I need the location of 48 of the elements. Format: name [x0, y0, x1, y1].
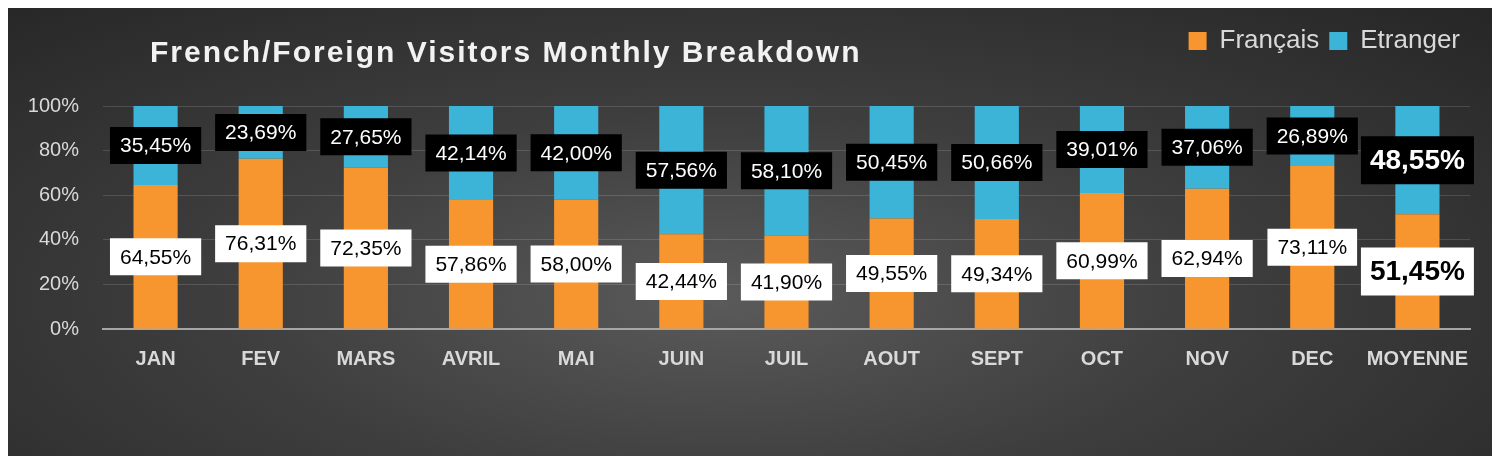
x-tick-label: JUIN [658, 346, 705, 369]
data-label: 58,00% [540, 251, 612, 275]
data-label: 39,01% [1066, 137, 1138, 161]
y-tick-label: 80% [38, 138, 80, 161]
data-label: 23,69% [225, 120, 297, 144]
y-tick-label: 60% [38, 182, 80, 205]
data-label: 49,34% [961, 261, 1033, 285]
data-label: 62,94% [1171, 246, 1243, 270]
x-tick-label: SEPT [970, 346, 1023, 369]
data-label: 49,55% [856, 261, 928, 285]
x-tick-label: MOYENNE [1366, 346, 1468, 369]
data-label: 37,06% [1171, 135, 1243, 159]
data-label: 50,66% [961, 150, 1033, 174]
y-tick-label: 0% [50, 316, 80, 339]
x-tick-label: OCT [1080, 346, 1124, 369]
x-tick-label: MARS [336, 346, 396, 369]
x-tick-label: FEV [241, 346, 281, 369]
data-label: 57,86% [435, 252, 507, 276]
x-tick-label: JUIL [764, 346, 809, 369]
legend-label: Français [1219, 24, 1320, 55]
data-label: 27,65% [330, 124, 402, 148]
x-tick-label: DEC [1291, 346, 1334, 369]
data-label: 72,35% [330, 235, 402, 259]
x-tick-label: NOV [1185, 346, 1230, 369]
data-label: 41,90% [750, 269, 823, 293]
chart-title: French/Foreign Visitors Monthly Breakdown [150, 35, 862, 68]
data-label: 76,31% [225, 231, 297, 255]
x-tick-label: MAI [557, 346, 595, 369]
data-label: 58,10% [750, 158, 823, 182]
data-label: 50,45% [856, 150, 928, 174]
x-tick-label: AOUT [863, 346, 920, 369]
data-label: 48,55% [1369, 143, 1466, 175]
y-tick-label: 100% [27, 93, 80, 116]
data-label: 26,89% [1276, 123, 1348, 147]
data-label: 42,14% [435, 140, 507, 164]
data-label: 64,55% [119, 244, 192, 268]
data-label: 42,44% [645, 269, 717, 293]
y-tick-label: 20% [38, 271, 80, 294]
data-label: 35,45% [119, 133, 192, 157]
x-tick-label: AVRIL [441, 346, 501, 369]
legend-label: Etranger [1360, 24, 1461, 55]
data-label: 51,45% [1369, 255, 1466, 287]
data-label: 60,99% [1066, 248, 1138, 272]
x-tick-label: JAN [135, 346, 176, 369]
y-tick-label: 40% [38, 227, 80, 250]
data-label: 42,00% [540, 140, 612, 164]
data-label: 73,11% [1277, 235, 1348, 259]
data-label: 57,56% [645, 157, 717, 181]
